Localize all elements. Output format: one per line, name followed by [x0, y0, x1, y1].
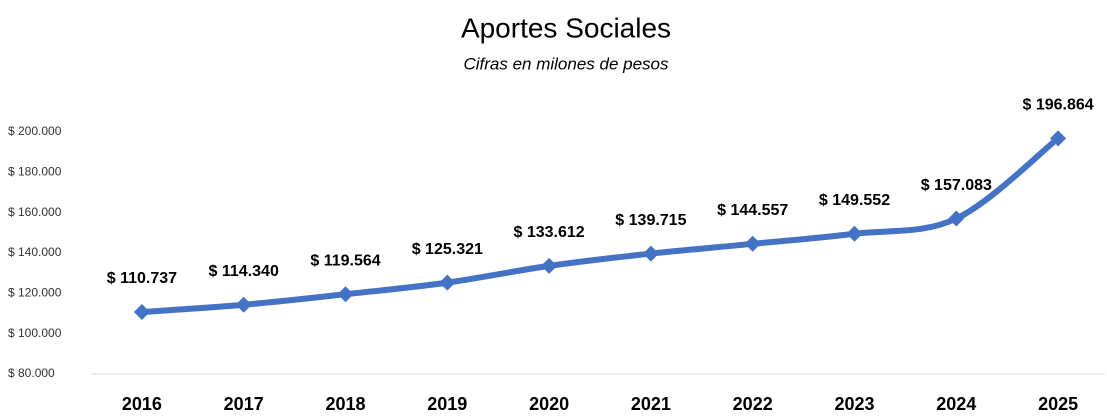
- x-tick-label: 2025: [1038, 394, 1078, 414]
- chart-subtitle: Cifras en milones de pesos: [463, 54, 669, 73]
- marker: [948, 210, 965, 227]
- marker: [235, 296, 252, 313]
- marker: [744, 235, 761, 252]
- x-tick-label: 2018: [325, 394, 365, 414]
- data-label: $ 157.083: [921, 177, 992, 194]
- y-tick-label: $ 200.000: [8, 124, 62, 138]
- marker: [1050, 130, 1067, 147]
- chart-title: Aportes Sociales: [461, 12, 671, 43]
- marker: [541, 257, 558, 274]
- data-label: $ 110.737: [107, 270, 177, 287]
- y-tick-label: $ 160.000: [8, 205, 62, 219]
- marker: [337, 286, 354, 303]
- x-tick-label: 2024: [936, 394, 976, 414]
- marker: [846, 225, 863, 242]
- x-tick-label: 2016: [122, 394, 162, 414]
- data-label: $ 119.564: [310, 252, 380, 269]
- y-tick-label: $ 180.000: [8, 165, 62, 179]
- y-tick-label: $ 80.000: [8, 366, 55, 380]
- marker: [642, 245, 659, 262]
- data-label: $ 114.340: [209, 263, 279, 280]
- marker: [439, 274, 456, 291]
- series-line: [138, 135, 1062, 316]
- data-label: $ 149.552: [819, 192, 890, 209]
- data-label: $ 196.864: [1023, 97, 1094, 114]
- data-label: $ 125.321: [412, 241, 483, 258]
- x-tick-label: 2017: [224, 394, 264, 414]
- marker: [133, 304, 150, 321]
- y-tick-label: $ 120.000: [8, 286, 62, 300]
- data-label: $ 133.612: [514, 224, 585, 241]
- x-tick-label: 2021: [631, 394, 671, 414]
- x-tick-label: 2022: [733, 394, 773, 414]
- x-tick-label: 2020: [529, 394, 569, 414]
- data-label: $ 144.557: [717, 202, 788, 219]
- data-label: $ 139.715: [615, 212, 686, 229]
- x-tick-label: 2023: [834, 394, 874, 414]
- y-tick-label: $ 140.000: [8, 245, 62, 259]
- x-tick-label: 2019: [427, 394, 467, 414]
- y-tick-label: $ 100.000: [8, 326, 62, 340]
